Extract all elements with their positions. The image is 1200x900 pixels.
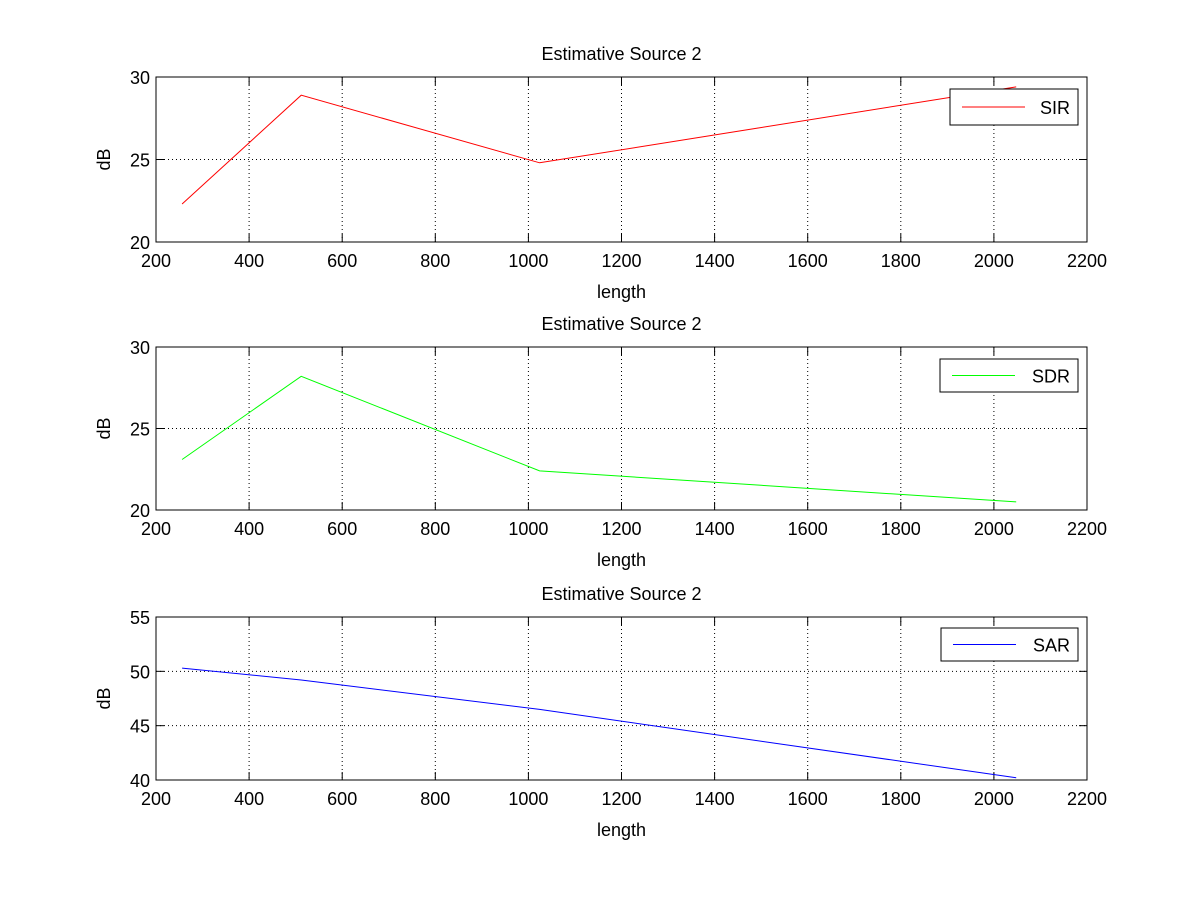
y-tick-label: 40 xyxy=(130,771,150,791)
y-tick-label: 25 xyxy=(130,420,150,440)
x-tick-label: 400 xyxy=(234,519,264,539)
y-tick-label: 45 xyxy=(130,717,150,737)
y-tick-label: 30 xyxy=(130,68,150,88)
series-line-sdr xyxy=(181,375,1017,503)
chart-title: Estimative Source 2 xyxy=(541,44,701,64)
x-tick-label: 1800 xyxy=(881,519,921,539)
x-axis-label: length xyxy=(597,550,646,570)
y-axis-label: dB xyxy=(94,417,114,439)
legend: SAR xyxy=(940,627,1079,662)
x-tick-label: 1200 xyxy=(601,251,641,271)
x-tick-label: 1200 xyxy=(601,789,641,809)
x-tick-label: 400 xyxy=(234,251,264,271)
y-axis-label: dB xyxy=(94,148,114,170)
x-tick-label: 1600 xyxy=(788,519,828,539)
axes-background xyxy=(156,77,1087,242)
x-tick-label: 1200 xyxy=(601,519,641,539)
x-tick-label: 600 xyxy=(327,251,357,271)
series-line-sar xyxy=(182,667,1017,779)
x-tick-label: 800 xyxy=(420,519,450,539)
legend-label: SAR xyxy=(1033,636,1070,656)
x-tick-label: 2200 xyxy=(1067,251,1107,271)
x-tick-label: 2200 xyxy=(1067,789,1107,809)
y-axis-label: dB xyxy=(94,687,114,709)
axes-background xyxy=(156,347,1087,510)
x-tick-label: 1800 xyxy=(881,789,921,809)
x-tick-label: 1400 xyxy=(695,519,735,539)
subplot-3: 200 400 600 800 1000 1200 1400 1600 1800 2000 2200… xyxy=(94,584,1107,840)
chart-title: Estimative Source 2 xyxy=(541,314,701,334)
legend-label: SIR xyxy=(1040,98,1070,118)
x-tick-label: 800 xyxy=(420,789,450,809)
x-tick-label: 1400 xyxy=(695,251,735,271)
legend: SIR xyxy=(949,88,1079,126)
y-tick-label: 55 xyxy=(130,608,150,628)
x-tick-label: 1600 xyxy=(788,789,828,809)
legend-label: SDR xyxy=(1032,367,1070,387)
subplot-2: 200 400 600 800 1000 1200 1400 1600 1800 2000 2200… xyxy=(94,314,1107,570)
y-tick-label: 20 xyxy=(130,233,150,253)
y-tick-label: 25 xyxy=(130,151,150,171)
x-tick-label: 2000 xyxy=(974,251,1014,271)
x-tick-label: 1800 xyxy=(881,251,921,271)
x-tick-label: 2000 xyxy=(974,789,1014,809)
x-tick-label: 1600 xyxy=(788,251,828,271)
x-tick-label: 600 xyxy=(327,519,357,539)
x-tick-label: 600 xyxy=(327,789,357,809)
y-tick-label: 50 xyxy=(130,662,150,682)
x-tick-label: 400 xyxy=(234,789,264,809)
x-tick-label: 1000 xyxy=(508,519,548,539)
x-axis-label: length xyxy=(597,282,646,302)
subplot-1: 200 400 600 800 1000 1200 1400 1600 1800 2000 2200… xyxy=(94,44,1107,302)
y-tick-label: 20 xyxy=(130,501,150,521)
axes-background xyxy=(156,617,1087,780)
series-line-sir xyxy=(181,86,1017,205)
y-tick-label: 30 xyxy=(130,338,150,358)
x-tick-label: 200 xyxy=(141,789,171,809)
chart-title: Estimative Source 2 xyxy=(541,584,701,604)
x-tick-label: 200 xyxy=(141,519,171,539)
x-tick-label: 2000 xyxy=(974,519,1014,539)
x-tick-label: 1000 xyxy=(508,789,548,809)
x-tick-label: 1400 xyxy=(695,789,735,809)
x-tick-label: 2200 xyxy=(1067,519,1107,539)
legend: SDR xyxy=(939,358,1079,393)
x-tick-label: 1000 xyxy=(508,251,548,271)
x-tick-label: 200 xyxy=(141,251,171,271)
x-tick-label: 800 xyxy=(420,251,450,271)
x-axis-label: length xyxy=(597,820,646,840)
